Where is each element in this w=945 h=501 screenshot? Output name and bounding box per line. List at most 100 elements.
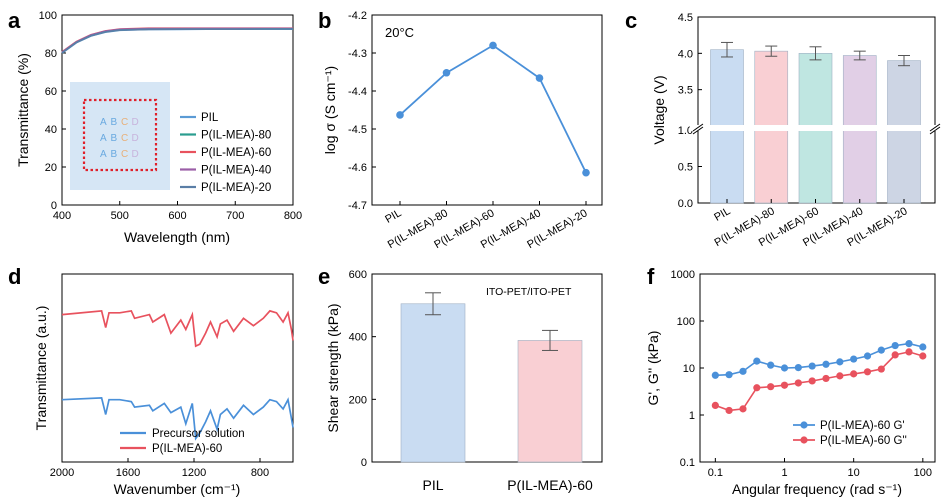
y-tick-label: 1 — [689, 410, 695, 422]
data-point — [711, 371, 719, 379]
panel-f-frame — [699, 273, 936, 463]
panel-f-legend: P(IL-MEA)-60 G' P(IL-MEA)-60 G'' — [793, 420, 907, 447]
data-point — [780, 364, 789, 372]
y-tick-label: 100 — [39, 10, 57, 22]
x-tick-label: 400 — [53, 210, 71, 222]
inset-letter: C — [121, 149, 128, 160]
panel-a-ylabel: Transmittance (%) — [15, 53, 31, 167]
x-tick-label: 500 — [111, 210, 129, 222]
data-point — [808, 362, 816, 370]
x-tick-label: 1 — [781, 467, 787, 479]
inset-letter: B — [111, 117, 118, 128]
legend-label: Precursor solution — [152, 428, 245, 440]
y-tick-label: 1.0 — [678, 125, 693, 137]
legend-marker — [800, 421, 808, 429]
data-point — [905, 348, 913, 356]
inset-letter: C — [121, 117, 128, 128]
panel-b-y-ticks: -4.2 -4.3 -4.4 -4.5 -4.6 -4.7 — [348, 10, 376, 212]
data-point — [919, 343, 927, 351]
panel-f: f 0.1 1 10 100 1000 0.1 1 10 100 P(IL-MEA)-60 G… — [645, 264, 936, 497]
series-line — [61, 27, 293, 54]
series-line — [61, 28, 293, 54]
x-tick-label: 1600 — [116, 467, 140, 479]
data-point — [725, 371, 733, 379]
x-tick-label: P(IL-MEA)-60 — [507, 477, 593, 493]
y-tick-label: 100 — [677, 316, 695, 328]
data-point — [836, 358, 844, 366]
inset-letter: A — [100, 117, 107, 128]
series-line — [715, 342, 923, 377]
data-point — [753, 357, 761, 365]
y-tick-label: 200 — [349, 394, 367, 406]
inset-letter: B — [111, 149, 118, 160]
x-tick-label: 10 — [848, 467, 860, 479]
x-tick-label: 100 — [914, 467, 932, 479]
x-tick-label: 2000 — [50, 467, 74, 479]
x-tick-label: 800 — [251, 467, 269, 479]
y-tick-label: -4.4 — [348, 86, 367, 98]
inset-letter: D — [132, 117, 139, 128]
data-point — [794, 363, 802, 372]
y-tick-label: -4.3 — [348, 48, 367, 60]
panel-e-letter: e — [318, 264, 330, 289]
series-line — [61, 27, 293, 54]
panel-d-letter: d — [8, 264, 21, 289]
inset-letter: D — [132, 149, 139, 160]
data-point — [850, 355, 858, 363]
panel-d-xlabel: Wavenumber (cm⁻¹) — [114, 481, 241, 497]
data-point — [489, 41, 497, 50]
panel-d-legend: Precursor solution P(IL-MEA)-60 — [120, 428, 245, 455]
axis-break-mark-right — [929, 123, 941, 135]
panel-a-legend: PIL P(IL-MEA)-80 P(IL-MEA)-60 P(IL-MEA)-40 P… — [180, 112, 271, 194]
data-point — [877, 365, 885, 373]
inset-letter: D — [132, 133, 139, 144]
panel-b-frame — [371, 14, 603, 206]
legend-label: PIL — [201, 112, 219, 124]
x-tick-label: 600 — [168, 210, 186, 222]
y-tick-label: 60 — [45, 86, 57, 98]
x-tick-label: PIL — [712, 205, 732, 224]
data-point — [863, 352, 872, 360]
x-tick-label: 0.1 — [708, 467, 723, 479]
y-tick-label: 0 — [51, 200, 57, 212]
y-tick-label: -4.5 — [348, 124, 367, 136]
panel-a-xlabel: Wavelength (nm) — [124, 229, 230, 245]
data-point — [794, 379, 802, 387]
x-tick-label: PIL — [422, 477, 443, 493]
data-point — [905, 340, 913, 348]
y-tick-label: 0.1 — [680, 457, 695, 469]
data-point — [822, 360, 830, 368]
panel-a-series — [61, 27, 293, 54]
data-point — [711, 401, 719, 410]
panel-f-x-ticks: 0.1 1 10 100 — [708, 458, 932, 479]
panel-f-ylabel: G', G'' (kPa) — [645, 331, 661, 406]
data-point — [891, 351, 899, 359]
axis-break-gap — [690, 125, 940, 131]
panel-c-ylabel: Voltage (V) — [651, 75, 667, 144]
series-line — [61, 309, 294, 348]
inset-letter-grid: A B C DA B C DA B C D — [100, 117, 139, 160]
y-tick-label: -4.7 — [348, 200, 367, 212]
y-tick-label: 400 — [349, 332, 367, 344]
inset-letter: C — [121, 133, 128, 144]
data-point — [919, 352, 927, 360]
panel-f-series — [711, 340, 927, 415]
y-tick-label: 3.5 — [678, 85, 693, 97]
panel-d: d 2000 1600 1200 800 Precursor solution P(IL… — [8, 264, 294, 497]
panel-d-series — [61, 309, 294, 441]
panel-c-x-ticks: PILP(IL-MEA)-80P(IL-MEA)-60P(IL-MEA)-40P… — [712, 199, 910, 249]
inset-dashed-border — [82, 98, 158, 172]
inset-letter: A — [100, 133, 107, 144]
y-tick-label: 40 — [45, 124, 57, 136]
panel-b: b 20°C -4.2 -4.3 -4.4 -4.5 -4.6 -4.7 PILP(IL-… — [318, 8, 603, 251]
panel-e-y-ticks: 0 200 400 600 — [349, 269, 376, 469]
data-point — [891, 341, 899, 350]
series-line — [715, 351, 924, 412]
data-point — [739, 367, 747, 375]
panel-b-annotation: 20°C — [385, 25, 414, 40]
data-point — [863, 368, 872, 376]
panel-a-letter: a — [8, 8, 21, 33]
data-point — [877, 346, 885, 354]
panel-c-bars — [710, 41, 921, 204]
